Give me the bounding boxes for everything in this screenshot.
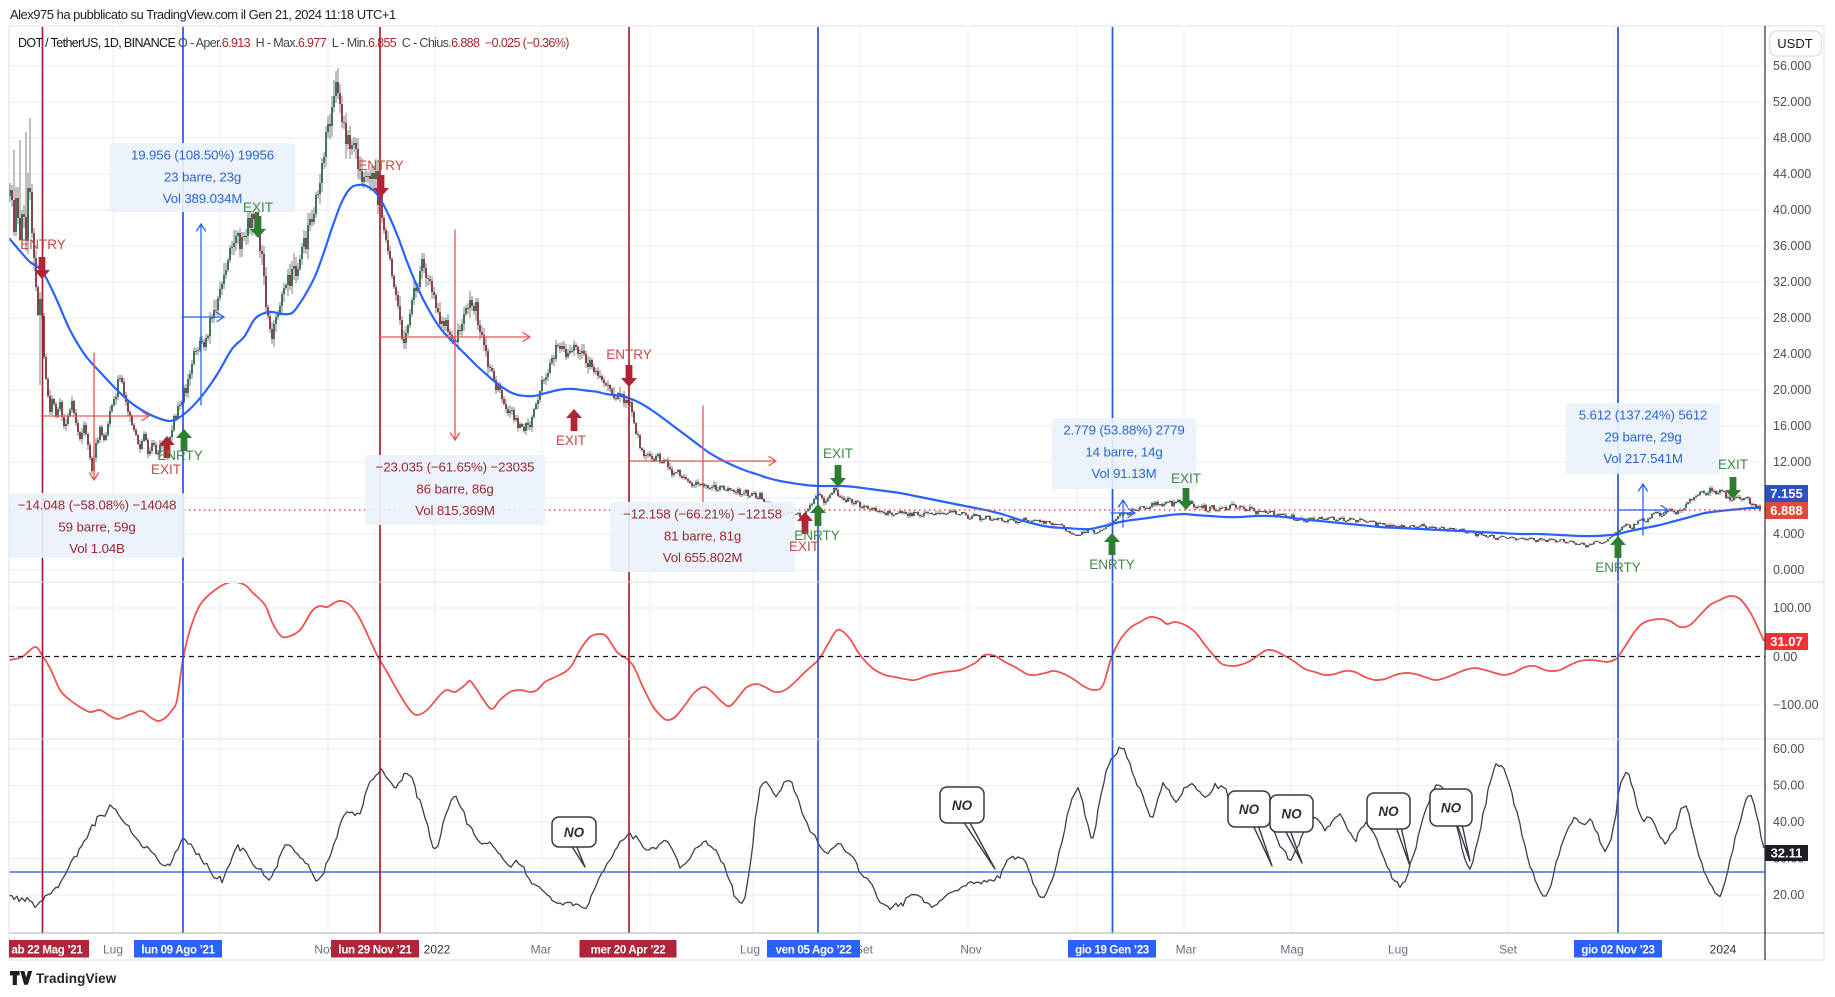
svg-text:16.000: 16.000 [1773,419,1811,433]
svg-text:NO: NO [564,825,585,840]
svg-text:EXIT: EXIT [1718,457,1748,472]
svg-text:DOT / TetherUS, 1D, BINANCE O: DOT / TetherUS, 1D, BINANCE O - Aper.6.9… [18,36,569,50]
svg-text:ENTRY: ENTRY [20,237,66,252]
svg-text:−12.158 (−66.21%) −12158: −12.158 (−66.21%) −12158 [623,507,782,522]
svg-text:56.000: 56.000 [1773,59,1811,73]
svg-text:EXIT: EXIT [151,462,181,477]
svg-text:lun 09 Ago ’21: lun 09 Ago ’21 [141,945,215,957]
svg-text:24.000: 24.000 [1773,347,1811,361]
svg-text:ENRTY: ENRTY [794,528,840,543]
svg-text:32.000: 32.000 [1773,275,1811,289]
svg-text:EXIT: EXIT [823,446,853,461]
svg-text:20.000: 20.000 [1773,383,1811,397]
svg-text:0.00: 0.00 [1773,650,1797,664]
svg-text:Nov: Nov [960,943,981,957]
svg-text:6.888: 6.888 [1770,503,1803,518]
svg-text:gio 02 Nov ’23: gio 02 Nov ’23 [1581,945,1654,957]
svg-text:EXIT: EXIT [243,200,273,215]
svg-text:NO: NO [952,798,973,813]
svg-text:Vol 217.541M: Vol 217.541M [1603,451,1683,466]
svg-text:−14.048 (−58.08%) −14048: −14.048 (−58.08%) −14048 [18,498,177,513]
svg-text:ab 22 Mag ’21: ab 22 Mag ’21 [12,945,84,957]
svg-text:60.00: 60.00 [1773,742,1804,756]
svg-text:ENTRY: ENTRY [606,347,652,362]
svg-text:Vol 815.369M: Vol 815.369M [415,503,495,518]
svg-text:86 barre, 86g: 86 barre, 86g [416,481,493,496]
svg-text:50.00: 50.00 [1773,779,1804,793]
svg-text:ENRTY: ENRTY [157,448,203,463]
svg-text:2.779 (53.88%) 2779: 2.779 (53.88%) 2779 [1063,423,1184,438]
svg-text:TradingView: TradingView [36,971,117,986]
svg-text:19.956 (108.50%) 19956: 19.956 (108.50%) 19956 [131,148,274,163]
svg-text:52.000: 52.000 [1773,95,1811,109]
svg-text:Vol 655.802M: Vol 655.802M [663,550,743,565]
svg-text:81 barre, 81g: 81 barre, 81g [664,528,741,543]
svg-text:ven 05 Ago ’22: ven 05 Ago ’22 [776,945,852,957]
svg-text:−23.035 (−61.65%) −23035: −23.035 (−61.65%) −23035 [376,460,535,475]
svg-text:NO: NO [1378,804,1399,819]
svg-text:28.000: 28.000 [1773,311,1811,325]
svg-text:12.000: 12.000 [1773,455,1811,469]
svg-text:Alex975 ha pubblicato su Tradi: Alex975 ha pubblicato su TradingView.com… [10,7,396,22]
svg-text:Set: Set [1499,943,1518,957]
svg-text:Mar: Mar [1176,943,1197,957]
svg-text:5.612 (137.24%) 5612: 5.612 (137.24%) 5612 [1579,408,1708,423]
svg-text:44.000: 44.000 [1773,167,1811,181]
svg-text:32.11: 32.11 [1771,846,1803,861]
svg-text:EXIT: EXIT [1171,471,1201,486]
svg-text:Mar: Mar [531,943,552,957]
svg-text:Nov: Nov [314,943,335,957]
svg-text:ENTRY: ENTRY [358,158,404,173]
svg-text:−100.00: −100.00 [1773,698,1819,712]
svg-text:EXIT: EXIT [789,539,819,554]
svg-text:lun 29 Nov ’21: lun 29 Nov ’21 [338,945,412,957]
svg-text:NO: NO [1281,807,1302,822]
svg-text:4.000: 4.000 [1773,527,1804,541]
svg-text:40.000: 40.000 [1773,203,1811,217]
svg-text:23 barre, 23g: 23 barre, 23g [164,169,241,184]
svg-text:Lug: Lug [740,943,760,957]
svg-text:Lug: Lug [1388,943,1408,957]
svg-text:36.000: 36.000 [1773,239,1811,253]
svg-text:0.000: 0.000 [1773,563,1804,577]
svg-text:48.000: 48.000 [1773,131,1811,145]
svg-text:20.00: 20.00 [1773,888,1804,902]
svg-text:ENRTY: ENRTY [1595,560,1641,575]
svg-text:Lug: Lug [103,943,123,957]
svg-text:NO: NO [1441,801,1462,816]
svg-text:31.07: 31.07 [1770,634,1803,649]
svg-text:14 barre, 14g: 14 barre, 14g [1085,444,1162,459]
svg-text:NO: NO [1239,802,1260,817]
svg-text:Vol 91.13M: Vol 91.13M [1091,466,1156,481]
svg-text:2024: 2024 [1710,943,1737,957]
svg-text:2022: 2022 [424,943,451,957]
svg-text:ENRTY: ENRTY [1089,557,1135,572]
svg-text:59 barre, 59g: 59 barre, 59g [58,519,135,534]
svg-text:Vol 389.034M: Vol 389.034M [163,191,243,206]
svg-text:Mag: Mag [1280,943,1303,957]
svg-text:EXIT: EXIT [556,433,586,448]
svg-text:Vol 1.04B: Vol 1.04B [69,541,125,556]
svg-text:40.00: 40.00 [1773,815,1804,829]
svg-text:USDT: USDT [1777,36,1812,51]
svg-text:29 barre, 29g: 29 barre, 29g [1604,429,1681,444]
svg-text:mer 20 Apr ’22: mer 20 Apr ’22 [591,945,666,957]
svg-text:7.155: 7.155 [1770,486,1803,501]
svg-text:gio 19 Gen ’23: gio 19 Gen ’23 [1075,945,1149,957]
svg-text:100.00: 100.00 [1773,601,1811,615]
